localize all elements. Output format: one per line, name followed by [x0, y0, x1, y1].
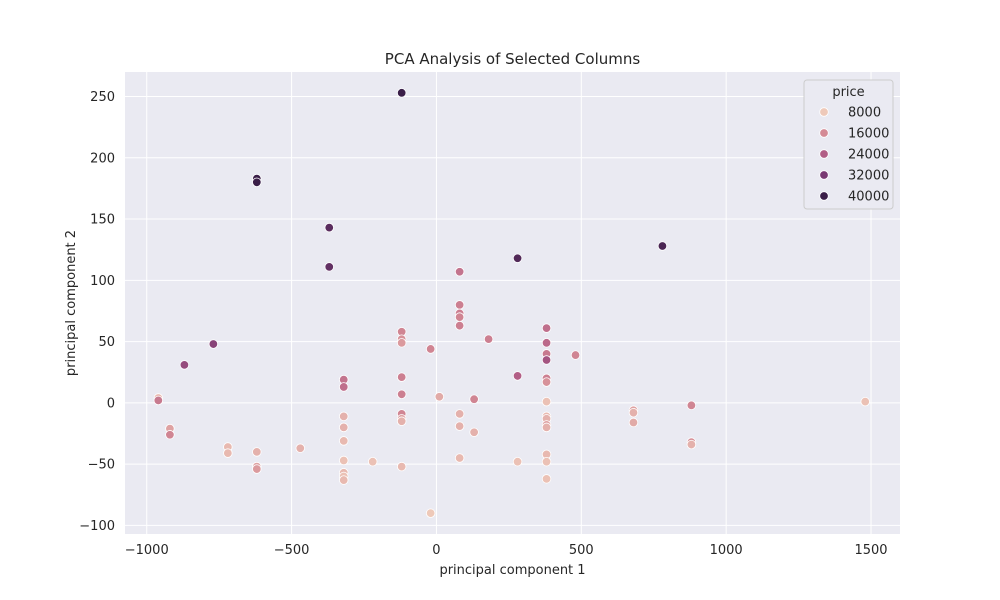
- data-point: [512, 371, 523, 381]
- y-axis-label: principal component 2: [64, 230, 79, 376]
- data-point: [223, 448, 233, 458]
- data-point: [454, 409, 465, 419]
- y-tick-label: 0: [107, 396, 115, 411]
- data-point: [469, 394, 479, 404]
- legend-marker: [819, 107, 829, 117]
- data-point: [541, 338, 552, 348]
- data-point: [628, 407, 639, 418]
- x-tick-labels: −1000 −500 0 500 1000 1500: [125, 543, 888, 558]
- data-point: [570, 350, 581, 360]
- data-point: [153, 395, 164, 406]
- data-point: [454, 320, 465, 331]
- legend-label: 8000: [848, 106, 881, 121]
- data-point: [252, 464, 262, 474]
- data-point: [541, 323, 552, 333]
- data-point: [454, 300, 465, 310]
- legend-marker: [819, 170, 829, 180]
- data-point: [469, 427, 479, 437]
- data-point: [339, 382, 349, 392]
- data-point: [208, 339, 219, 349]
- data-point: [295, 443, 305, 453]
- y-tick-label: 100: [90, 274, 115, 289]
- data-point: [454, 453, 465, 463]
- legend-label: 40000: [848, 190, 889, 205]
- data-point: [396, 372, 407, 382]
- data-point: [425, 508, 436, 518]
- data-point: [179, 360, 190, 370]
- legend: price 8000 16000 24000 32000 40000: [803, 79, 894, 210]
- data-point: [628, 417, 639, 428]
- legend-entries: 8000 16000 24000 32000 40000: [819, 106, 889, 205]
- data-point: [541, 422, 552, 433]
- legend-label: 24000: [848, 148, 889, 163]
- y-tick-labels: −100 −50 0 50 100 150 200 250: [79, 90, 115, 534]
- data-point: [339, 475, 349, 485]
- data-point: [396, 461, 407, 472]
- x-tick-label: −500: [274, 543, 310, 558]
- data-point: [324, 262, 334, 272]
- data-point: [860, 396, 870, 407]
- y-tick-label: 200: [90, 151, 115, 166]
- data-point: [541, 456, 552, 467]
- legend-marker: [819, 128, 829, 138]
- data-point: [252, 177, 262, 187]
- y-tick-label: 250: [90, 90, 115, 105]
- data-points: [153, 88, 870, 518]
- legend-marker: [819, 149, 829, 159]
- data-point: [454, 267, 465, 277]
- data-point: [339, 436, 349, 446]
- data-point: [396, 338, 407, 348]
- y-tick-label: −100: [79, 519, 115, 534]
- data-point: [396, 389, 407, 399]
- legend-label: 16000: [848, 127, 889, 142]
- data-point: [339, 455, 349, 466]
- data-point: [483, 334, 494, 344]
- data-point: [454, 421, 465, 431]
- data-point: [252, 447, 262, 457]
- data-point: [541, 355, 552, 365]
- data-point: [454, 312, 465, 322]
- data-point: [396, 416, 407, 426]
- data-point: [512, 253, 523, 263]
- data-point: [541, 377, 552, 387]
- y-tick-label: 150: [90, 213, 115, 228]
- data-point: [686, 439, 697, 450]
- data-point: [541, 396, 552, 407]
- data-point: [425, 344, 436, 354]
- data-point: [686, 400, 697, 411]
- y-tick-label: −50: [88, 458, 115, 473]
- data-point: [512, 456, 523, 467]
- data-point: [368, 456, 378, 467]
- legend-marker: [819, 191, 829, 201]
- data-point: [541, 474, 552, 484]
- data-point: [396, 88, 407, 98]
- data-point: [434, 392, 445, 402]
- x-tick-label: 1500: [854, 543, 887, 558]
- data-point: [657, 241, 668, 251]
- legend-label: 32000: [848, 169, 889, 184]
- x-axis-label: principal component 1: [439, 563, 585, 578]
- x-tick-label: 1000: [710, 543, 743, 558]
- chart-title: PCA Analysis of Selected Columns: [385, 50, 641, 68]
- data-point: [324, 222, 334, 233]
- data-point: [339, 411, 349, 422]
- data-point: [339, 422, 349, 433]
- legend-title: price: [832, 85, 864, 100]
- data-point: [165, 430, 175, 440]
- plot-area: [125, 72, 900, 534]
- x-tick-label: 500: [569, 543, 594, 558]
- x-tick-label: 0: [432, 543, 440, 558]
- x-tick-label: −1000: [125, 543, 169, 558]
- y-tick-label: 50: [98, 335, 115, 350]
